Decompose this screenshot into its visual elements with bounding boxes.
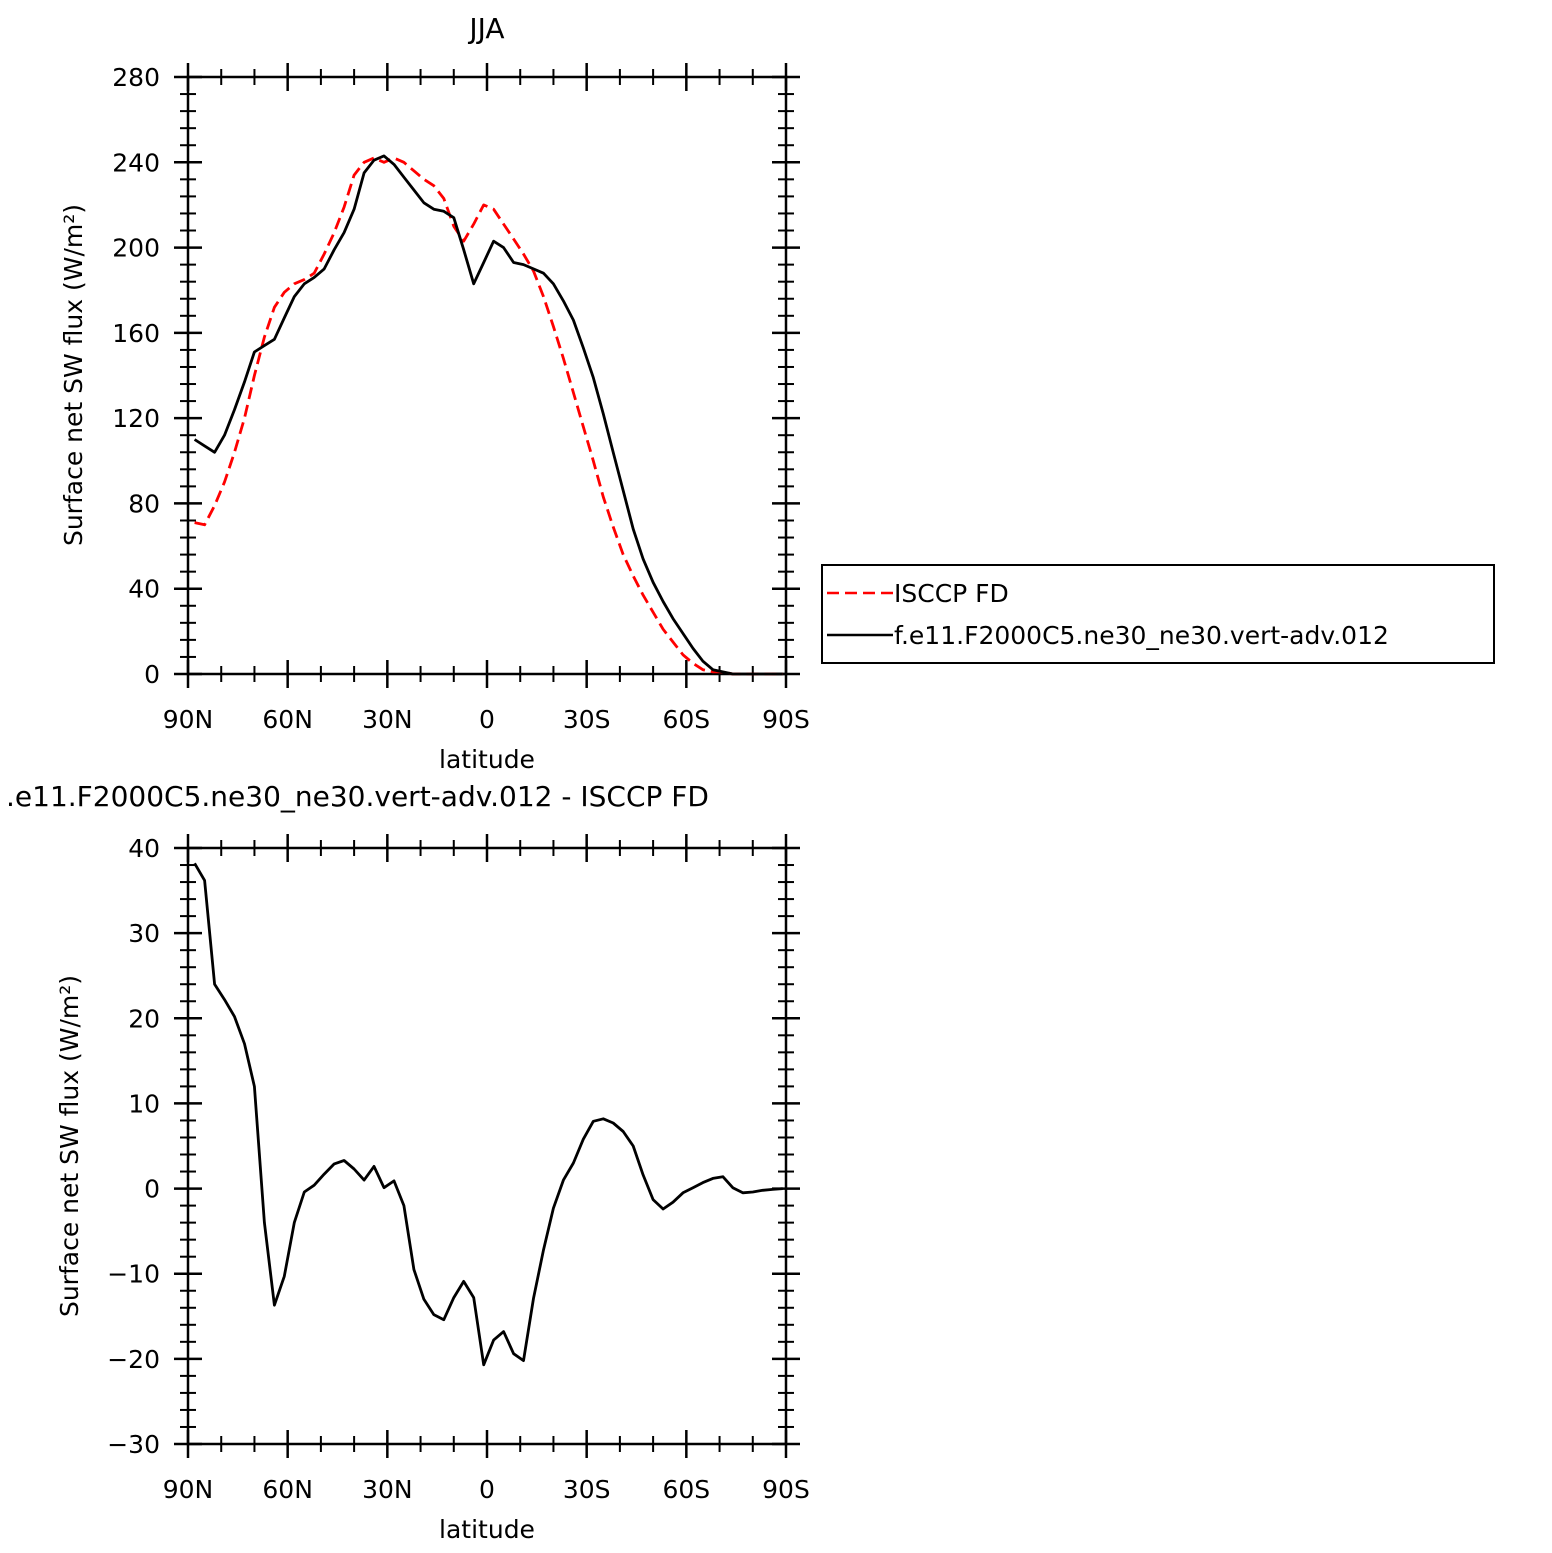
bottom-x-axis-label: latitude [439,1515,535,1544]
x-tick-label: 0 [479,1475,495,1504]
y-tick-label: 280 [112,63,160,92]
y-tick-label: 120 [112,404,160,433]
top-series [193,154,783,676]
y-tick-label: 0 [144,660,160,689]
bottom-y-axis-label: Surface net SW flux (W/m²) [55,975,84,1317]
y-tick-label: 200 [112,234,160,263]
legend-frame [821,564,1495,664]
y-tick-label: 40 [128,575,160,604]
x-tick-label: 30S [563,705,611,734]
x-tick-label: 60N [262,705,313,734]
top-plot-frame [186,75,788,676]
bottom-series [193,862,783,1367]
y-tick-label: 240 [112,148,160,177]
y-tick-label: 10 [128,1089,160,1118]
legend-label-isccp: ISCCP FD [894,579,1009,608]
bottom-y-tick-labels: −30 −20 −10 0 10 20 30 40 [107,834,160,1459]
top-x-axis-label: latitude [439,745,535,774]
x-tick-label: 30S [563,1475,611,1504]
x-tick-label: 60N [262,1475,313,1504]
y-tick-label: −10 [107,1260,160,1289]
y-tick-label: 40 [128,834,160,863]
x-tick-label: 30N [362,705,413,734]
y-tick-label: 160 [112,319,160,348]
top-y-tick-labels: 0 40 80 120 160 200 240 280 [112,63,160,689]
x-tick-label: 30N [362,1475,413,1504]
x-tick-label: 90N [163,705,214,734]
legend: ISCCP FD f.e11.F2000C5.ne30_ne30.vert-ad… [821,564,1495,664]
bottom-panel: .e11.F2000C5.ne30_ne30.vert-adv.012 - IS… [6,780,810,1544]
x-tick-label: 60S [662,705,710,734]
x-tick-label: 90S [762,1475,810,1504]
y-tick-label: 80 [128,489,160,518]
x-tick-label: 90N [163,1475,214,1504]
x-tick-label: 60S [662,1475,710,1504]
top-y-axis-label: Surface net SW flux (W/m²) [59,204,88,546]
x-tick-label: 90S [762,705,810,734]
y-tick-label: 20 [128,1004,160,1033]
legend-label-model: f.e11.F2000C5.ne30_ne30.vert-adv.012 [894,621,1389,650]
series-line-1 [193,154,783,676]
top-panel: JJA 0 40 80 120 160 200 240 280 90N 60N 30N 0 30S 60… [59,12,810,774]
bottom-chart-title: .e11.F2000C5.ne30_ne30.vert-adv.012 - IS… [6,780,709,813]
y-tick-label: 30 [128,919,160,948]
top-chart-title: JJA [467,12,504,45]
series-line-0 [193,862,783,1367]
top-ticks [174,63,800,688]
top-x-tick-labels: 90N 60N 30N 0 30S 60S 90S [163,705,810,734]
bottom-ticks [174,834,800,1458]
y-tick-label: 0 [144,1175,160,1204]
series-line-0 [194,156,783,676]
y-tick-label: −30 [107,1430,160,1459]
bottom-x-tick-labels: 90N 60N 30N 0 30S 60S 90S [163,1475,810,1504]
x-tick-label: 0 [479,705,495,734]
y-tick-label: −20 [107,1345,160,1374]
